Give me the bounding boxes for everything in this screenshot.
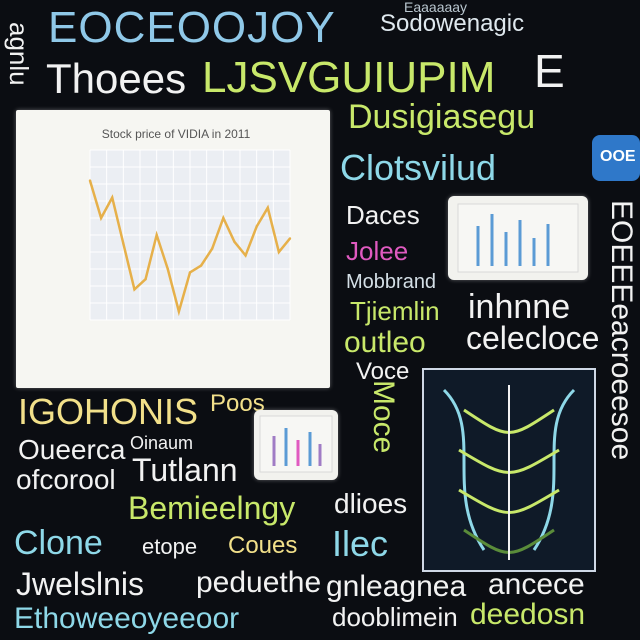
data-point <box>122 242 125 245</box>
data-point <box>244 254 247 257</box>
data-point <box>277 250 281 254</box>
text-moce-vertical: Moce <box>367 380 400 454</box>
text-igohonis: IGOHONIS <box>18 391 199 432</box>
text-agnlu-vertical: agnlu <box>4 22 34 86</box>
data-point <box>255 225 258 228</box>
text-eoceoojoy: EOCEOOJOY <box>48 3 336 52</box>
data-point <box>88 179 92 182</box>
data-point <box>211 247 214 250</box>
line-chart: Stock price of VIDIA in 2011 <box>88 127 292 321</box>
data-point <box>99 216 103 220</box>
text-mobbrand: Mobbrand <box>346 271 437 293</box>
text-tutlann: Tutlann <box>132 452 238 488</box>
text-eaaaaaay: Eaaaaaay <box>404 0 468 15</box>
text-inhnne: inhnne <box>468 288 571 326</box>
mini-bar-chart-card-top <box>448 196 588 280</box>
data-point <box>199 264 203 267</box>
text-clone: Clone <box>14 524 103 562</box>
text-sodowenagic: Sodowenagic <box>380 10 525 37</box>
text-gnleagnea: gnleagnea <box>326 570 467 603</box>
text-ljsvguiupim: LJSVGUIUPIM <box>202 53 496 102</box>
data-point <box>155 233 158 237</box>
text-ilec: Ilec <box>332 523 389 564</box>
text-ethoweeoyeeoor: Ethoweeoyeeoor <box>14 602 240 635</box>
text-outleo: outleo <box>344 326 426 359</box>
text-tjiemlin: Tjiemlin <box>350 296 440 326</box>
text-peduethe: peduethe <box>196 566 322 599</box>
text-celecloce: celecloce <box>466 320 600 356</box>
text-vertical-right: EOEEEeacroeesoe <box>605 200 638 461</box>
data-point <box>288 237 292 240</box>
text-jwelslnis: Jwelslnis <box>16 566 145 602</box>
mini-bar-chart-card-mid <box>254 410 338 480</box>
blue-badge: OOE <box>592 135 640 181</box>
text-dlioes: dlioes <box>334 488 408 519</box>
text-clotsvilud: Clotsvilud <box>340 147 497 188</box>
data-point <box>266 206 269 209</box>
text-ofcorool: ofcorool <box>16 464 116 495</box>
illustration-panel <box>422 368 596 572</box>
text-dooblimein: dooblimein <box>332 602 458 632</box>
chart-title: Stock price of VIDIA in 2011 <box>102 127 251 141</box>
mini-bar-chart-top <box>457 203 579 273</box>
data-point <box>111 196 114 199</box>
data-point <box>133 288 136 291</box>
text-coues: Coues <box>228 532 298 559</box>
illustration-graphic <box>442 385 576 560</box>
text-etope: etope <box>142 534 198 559</box>
text-thoees: Thoees <box>46 55 187 102</box>
text-jolee: Jolee <box>346 236 409 266</box>
blue-badge-label: OOE <box>600 148 636 165</box>
text-daces: Daces <box>346 200 420 230</box>
data-point <box>233 240 236 243</box>
text-voce: Voce <box>356 358 410 385</box>
text-ancece: ancece <box>488 568 585 601</box>
text-oinaum: Oinaum <box>130 433 194 453</box>
text-oueerca: Oueerca <box>18 434 126 465</box>
text-dusigiasegu: Dusigiasegu <box>348 98 536 136</box>
text-e: E <box>534 45 565 97</box>
text-deedosn: deedosn <box>470 598 586 631</box>
data-point <box>188 271 192 274</box>
line-chart-card: Stock price of VIDIA in 2011 <box>16 110 330 388</box>
mini-bar-chart-mid <box>259 415 333 473</box>
text-bemieelngy: Bemieelngy <box>128 490 296 526</box>
data-point <box>166 267 169 271</box>
data-point <box>222 216 225 220</box>
data-point <box>144 278 147 281</box>
data-point <box>177 310 181 313</box>
